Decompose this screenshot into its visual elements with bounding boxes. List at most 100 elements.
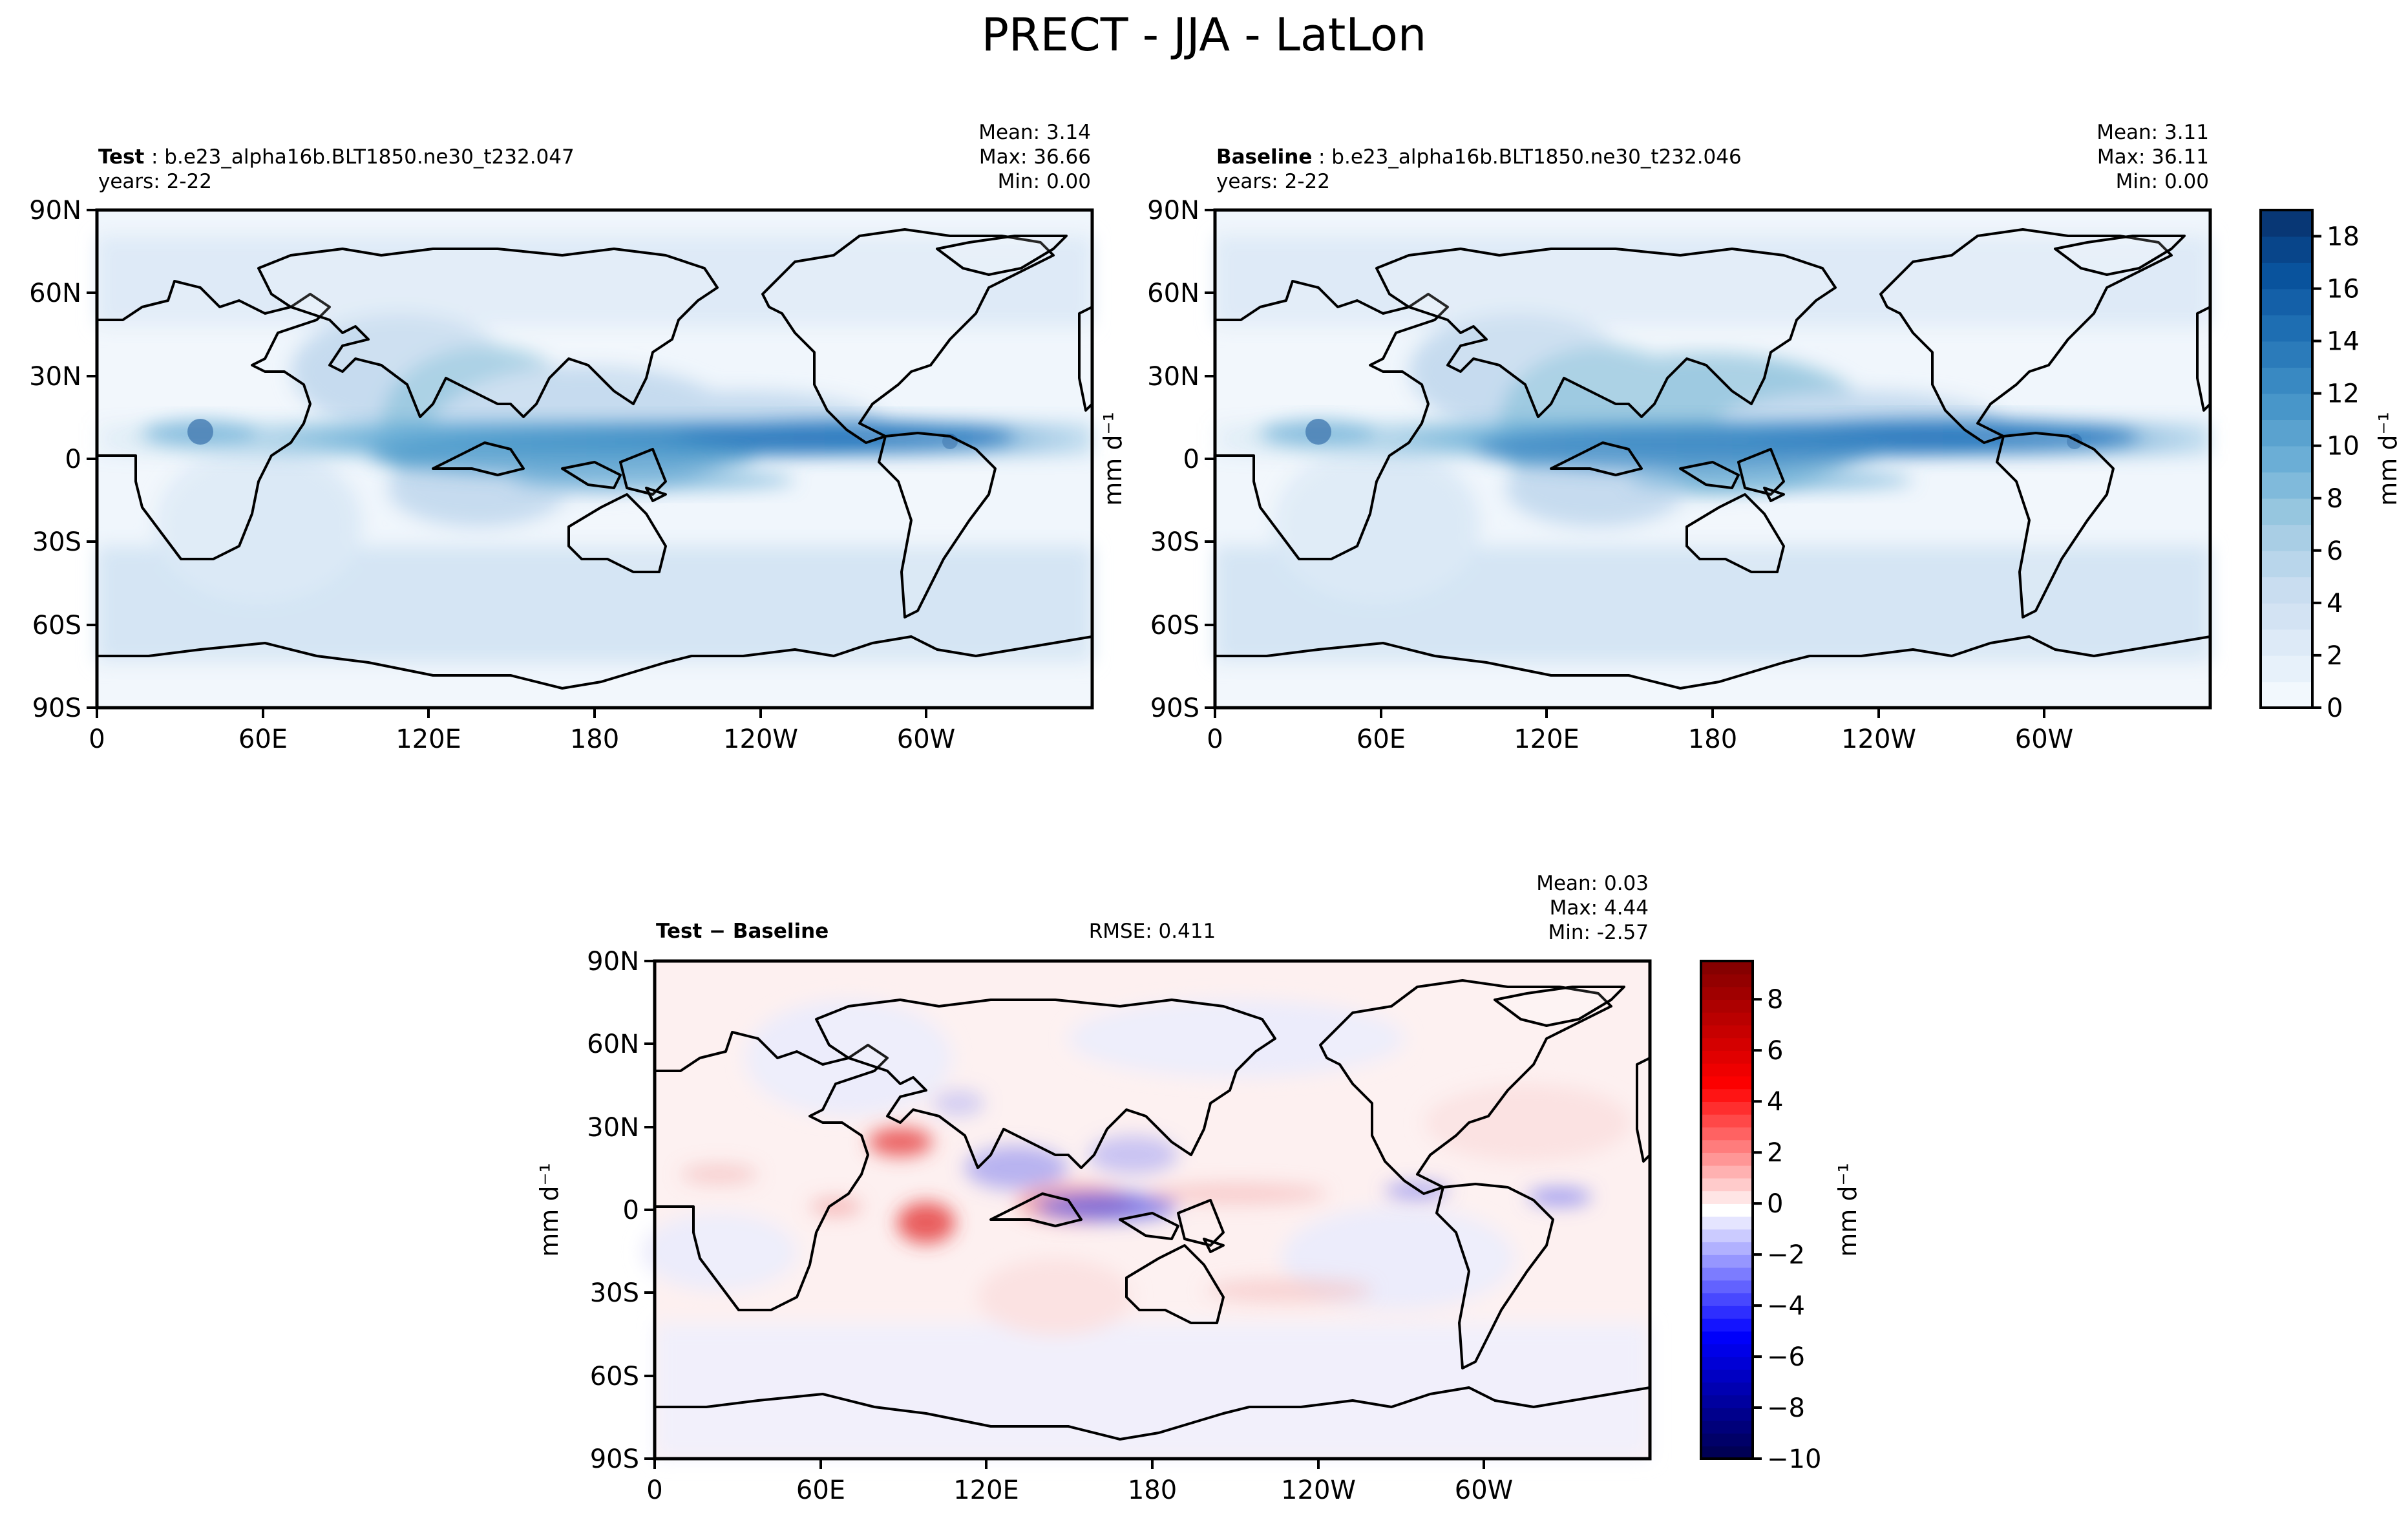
test-ytick: 60N bbox=[29, 279, 81, 308]
colorbar-a-color-level bbox=[2261, 472, 2312, 499]
test-ytick: 60S bbox=[32, 611, 81, 640]
colorbar-b-color-level bbox=[1701, 1190, 1753, 1204]
colorbar-a-color-level bbox=[2261, 629, 2312, 656]
colorbar-a-color-level bbox=[2261, 655, 2312, 682]
colorbar-a-color-level bbox=[2261, 393, 2312, 421]
colorbar-b-tick-label: −2 bbox=[1767, 1240, 1805, 1270]
difference-rmse: RMSE: 0.411 bbox=[1089, 920, 1216, 943]
baseline-ytick: 0 bbox=[1183, 445, 1199, 474]
difference-stat-max: Max: 4.44 bbox=[1550, 896, 1649, 920]
difference-xtick: 180 bbox=[1128, 1475, 1177, 1505]
test-ytick: 30S bbox=[32, 527, 81, 557]
colorbar-b-color-level bbox=[1701, 1050, 1753, 1064]
difference-xtick: 0 bbox=[646, 1475, 662, 1505]
test-xtick: 120W bbox=[723, 724, 798, 754]
baseline-stat-min: Min: 0.00 bbox=[2116, 170, 2209, 193]
test-ytick: 0 bbox=[65, 445, 81, 474]
colorbar-b-color-level bbox=[1701, 1395, 1753, 1408]
colorbar-b-color-level bbox=[1701, 1216, 1753, 1230]
colorbar-b-color-level bbox=[1701, 1088, 1753, 1102]
colorbar-a-color-level bbox=[2261, 498, 2312, 525]
colorbar-a-tick-label: 12 bbox=[2327, 379, 2360, 409]
colorbar-b-tick-label: −4 bbox=[1767, 1291, 1805, 1321]
colorbar-b-tick-label: 6 bbox=[1767, 1036, 1783, 1066]
colorbar-b-color-level bbox=[1701, 973, 1753, 988]
baseline-xtick: 120E bbox=[1514, 724, 1579, 754]
difference-ytick: 30S bbox=[590, 1278, 639, 1308]
baseline-coastlines bbox=[1214, 228, 2212, 709]
baseline-stat-max: Max: 36.11 bbox=[2097, 145, 2209, 169]
colorbar-a-color-level bbox=[2261, 341, 2312, 368]
colorbar-b-color-level bbox=[1701, 1293, 1753, 1306]
test-stat-min: Min: 0.00 bbox=[998, 170, 1091, 193]
colorbar-b-color-level bbox=[1701, 1062, 1753, 1077]
colorbar-a-color-level bbox=[2261, 576, 2312, 604]
baseline-axes: 0 60E 120E 180 120W 60W 90N 60N 30N 0 30… bbox=[1147, 196, 2073, 754]
colorbar-a-color-level bbox=[2261, 524, 2312, 551]
colorbar-b-color-level bbox=[1701, 1446, 1753, 1459]
difference-ytick: 90S bbox=[590, 1444, 639, 1474]
diverging-colorbar: −10 −8 −6 −4 −2 0 2 4 6 8 mm d⁻¹ bbox=[1700, 960, 1862, 1474]
difference-ytick: 60S bbox=[590, 1362, 639, 1391]
baseline-ytick: 90S bbox=[1150, 693, 1199, 723]
test-stat-mean: Mean: 3.14 bbox=[978, 121, 1091, 144]
colorbar-b-color-level bbox=[1701, 1318, 1753, 1332]
colorbar-a-color-level bbox=[2261, 262, 2312, 290]
colorbar-b-color-level bbox=[1701, 1024, 1753, 1039]
colorbar-b-tick-label: 4 bbox=[1767, 1087, 1783, 1117]
colorbar-a-tick-label: 0 bbox=[2327, 693, 2343, 723]
colorbar-a-color-level bbox=[2261, 288, 2312, 315]
colorbar-a-tick-label: 14 bbox=[2327, 327, 2360, 357]
colorbar-b-color-level bbox=[1701, 1420, 1753, 1434]
difference-xtick: 120W bbox=[1281, 1475, 1356, 1505]
test-coastlines bbox=[96, 228, 1093, 709]
blues-colorbar: 0 2 4 6 8 10 12 14 16 18 mm d⁻¹ bbox=[2259, 209, 2402, 723]
colorbar-b-color-level bbox=[1701, 1305, 1753, 1319]
test-subtitle: years: 2-22 bbox=[98, 170, 212, 193]
colorbar-b-color-level bbox=[1701, 1165, 1753, 1179]
baseline-ytick: 60N bbox=[1147, 279, 1199, 308]
colorbar-a-tick-label: 8 bbox=[2327, 484, 2343, 514]
colorbar-b-tick-label: −10 bbox=[1767, 1444, 1821, 1474]
baseline-ytick: 30S bbox=[1150, 527, 1199, 557]
baseline-subtitle: years: 2-22 bbox=[1216, 170, 1330, 193]
baseline-ytick: 30N bbox=[1147, 362, 1199, 392]
difference-map-field bbox=[642, 961, 1650, 1459]
colorbar-a-tick-label: 2 bbox=[2327, 641, 2343, 671]
colorbar-b-color-level bbox=[1701, 1369, 1753, 1383]
test-map-field bbox=[97, 210, 1092, 708]
colorbar-b-color-level bbox=[1701, 1101, 1753, 1115]
colorbar-b-color-level bbox=[1701, 1382, 1753, 1396]
test-ytick: 90N bbox=[29, 196, 81, 226]
colorbar-b-color-level bbox=[1701, 1242, 1753, 1255]
colorbar-b-color-level bbox=[1701, 1075, 1753, 1090]
test-xtick: 60W bbox=[897, 724, 955, 754]
colorbar-a-color-level bbox=[2261, 315, 2312, 342]
baseline-panel: Baseline : b.e23_alpha16b.BLT1850.ne30_t… bbox=[1147, 121, 2212, 754]
baseline-title-rest: : b.e23_alpha16b.BLT1850.ne30_t232.046 bbox=[1318, 145, 1742, 169]
baseline-xtick: 60W bbox=[2015, 724, 2073, 754]
test-panel: Test : b.e23_alpha16b.BLT1850.ne30_t232.… bbox=[29, 121, 1094, 754]
colorbar-b-color-level bbox=[1701, 1139, 1753, 1153]
colorbar-a-tick-label: 18 bbox=[2327, 222, 2360, 252]
colorbar-a-tick-label: 4 bbox=[2327, 589, 2343, 618]
colorbar-b-color-level bbox=[1701, 999, 1753, 1013]
difference-ytick: 30N bbox=[587, 1113, 639, 1143]
test-xtick: 0 bbox=[89, 724, 105, 754]
colorbar-b-color-level bbox=[1701, 1037, 1753, 1051]
difference-xtick: 60W bbox=[1455, 1475, 1513, 1505]
colorbar-b-color-level bbox=[1701, 1178, 1753, 1192]
colorbar-b-color-level bbox=[1701, 1011, 1753, 1026]
colorbar-b-tick-label: 8 bbox=[1767, 985, 1783, 1015]
difference-stat-min: Min: -2.57 bbox=[1548, 921, 1649, 944]
baseline-map-field bbox=[1215, 210, 2210, 708]
figure-title: PRECT - JJA - LatLon bbox=[982, 8, 1426, 61]
baseline-xtick: 0 bbox=[1207, 724, 1223, 754]
colorbar-a-tick-label: 6 bbox=[2327, 536, 2343, 566]
baseline-title-bold: Baseline bbox=[1216, 145, 1312, 169]
test-ytick: 90S bbox=[32, 693, 81, 723]
colorbar-a-label: mm d⁻¹ bbox=[2374, 412, 2402, 506]
colorbar-a-color-level bbox=[2261, 602, 2312, 630]
colorbar-a-color-level bbox=[2261, 445, 2312, 473]
colorbar-a-color-level bbox=[2261, 210, 2312, 237]
